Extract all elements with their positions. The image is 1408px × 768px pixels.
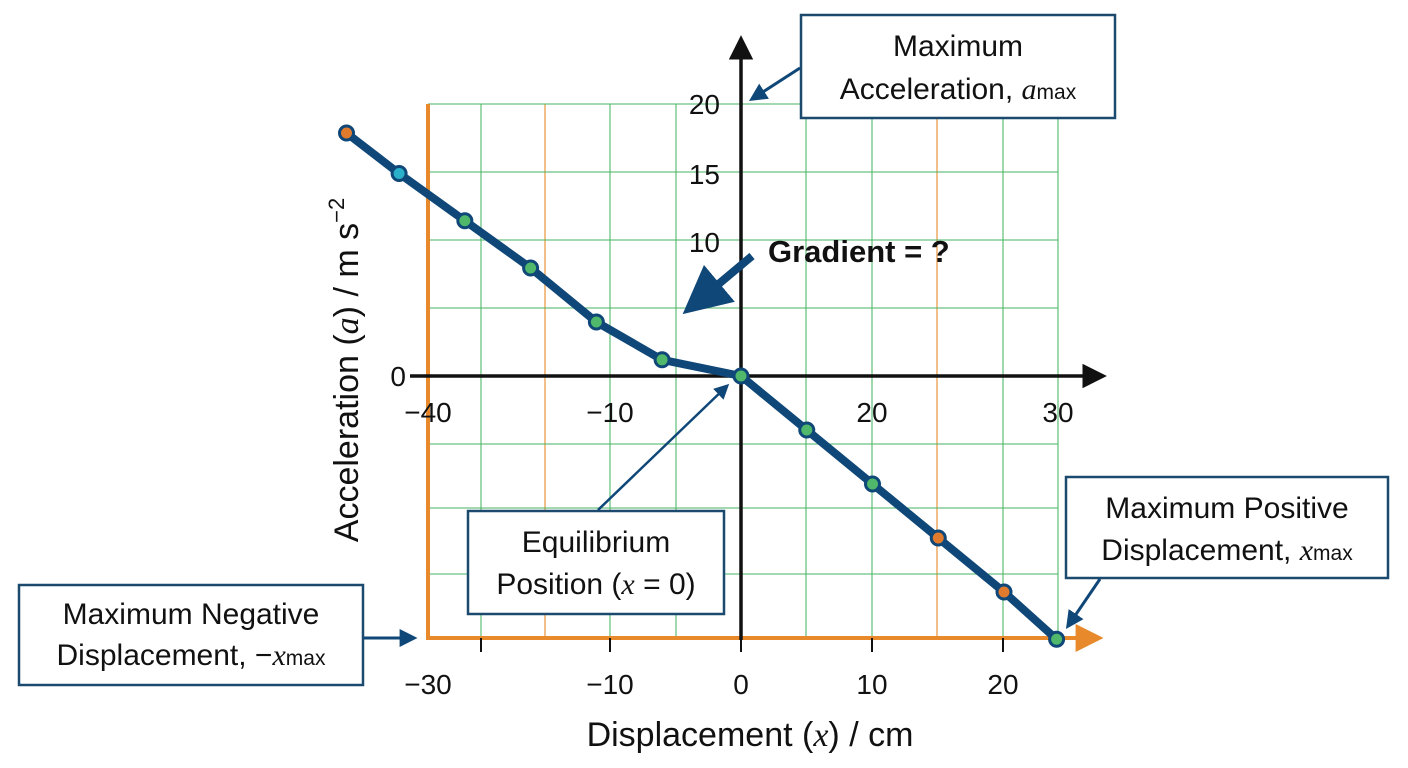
svg-text:Equilibrium: Equilibrium [522, 526, 670, 559]
x-tick-label-bottom: 20 [987, 669, 1018, 700]
callout-max-acceleration: Maximum Acceleration, amax [748, 13, 1117, 120]
callout-max-positive: Maximum Positive Displacement, xmax [1064, 475, 1390, 629]
y-tick-label: 15 [689, 159, 720, 190]
data-points [338, 124, 1066, 648]
x-tick-label-bottom: −30 [404, 669, 452, 700]
data-point [522, 259, 540, 277]
data-point [929, 529, 947, 547]
callout-equilibrium: Equilibrium Position (x = 0) [466, 383, 730, 616]
series-line [342, 129, 1061, 644]
data-point [390, 165, 408, 182]
data-point [995, 583, 1013, 601]
gradient-arrow [682, 252, 755, 315]
plot-grid [428, 103, 1059, 638]
svg-text:Acceleration, amax: Acceleration, amax [840, 73, 1077, 106]
data-point [1048, 630, 1066, 648]
data-point [456, 212, 474, 230]
data-point [798, 421, 816, 439]
x-tick-label-bottom: −10 [586, 669, 634, 700]
y-tick-label: 0 [390, 361, 406, 392]
y-tick-label: 20 [689, 89, 720, 120]
svg-text:Maximum Negative: Maximum Negative [63, 598, 320, 631]
y-axis-title: Acceleration (a) / m s−2 [324, 198, 366, 542]
x-tick-label: 30 [1042, 397, 1073, 428]
callout-max-negative: Maximum Negative Displacement, −xmax [17, 583, 418, 687]
data-point [587, 313, 605, 331]
x-tick-label: 20 [856, 397, 887, 428]
svg-text:Displacement, xmax: Displacement, xmax [1101, 534, 1353, 567]
x-tick-label: −10 [586, 397, 634, 428]
x-tick-label-bottom: 10 [856, 669, 887, 700]
x-tick-label-bottom: 0 [733, 669, 749, 700]
x-axis-title: Displacement (x) / cm [587, 716, 914, 754]
svg-text:Maximum Positive: Maximum Positive [1105, 492, 1348, 525]
x-tick-label: −40 [404, 397, 452, 428]
svg-text:Maximum: Maximum [893, 30, 1023, 63]
gradient-label: Gradient = ? [768, 234, 950, 269]
y-tick-label: 10 [689, 227, 720, 258]
tick-labels: −40 −10 20 30 −30 −10 0 10 20 20 15 10 0 [390, 89, 1073, 700]
bottom-tick-marks [480, 638, 1004, 652]
data-point [338, 124, 355, 142]
data-point [732, 367, 750, 385]
svg-text:Displacement, −xmax: Displacement, −xmax [57, 639, 326, 672]
data-point [653, 351, 671, 369]
data-point [864, 475, 881, 493]
svg-text:Position (x = 0): Position (x = 0) [496, 568, 695, 601]
